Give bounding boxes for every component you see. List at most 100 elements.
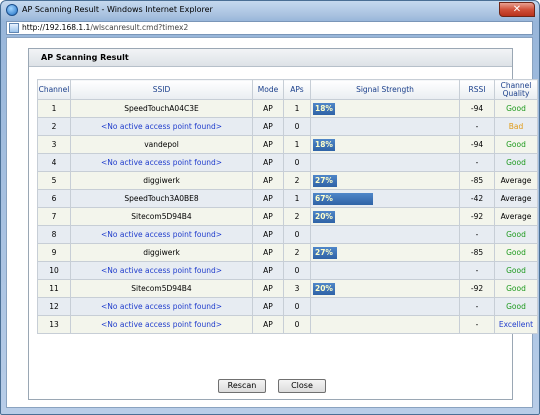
table-row: 12 <No active access point found> AP 0 - Good bbox=[37, 297, 538, 316]
window-title: AP Scanning Result - Windows Internet Ex… bbox=[22, 5, 213, 14]
cell-channel: 8 bbox=[37, 225, 71, 244]
cell-signal-strength bbox=[310, 261, 460, 280]
signal-bar: 18% bbox=[313, 138, 335, 151]
cell-ssid: diggiwerk bbox=[70, 243, 253, 262]
cell-aps: 2 bbox=[283, 207, 311, 226]
cell-mode: AP bbox=[252, 189, 284, 208]
table-row: 8 <No active access point found> AP 0 - Good bbox=[37, 225, 538, 244]
cell-channel-quality: Average bbox=[494, 171, 538, 190]
cell-channel-quality: Good bbox=[494, 135, 538, 154]
cell-ssid: <No active access point found> bbox=[70, 225, 253, 244]
cell-rssi: -92 bbox=[459, 279, 495, 298]
table-row: 7 Sitecom5D94B4 AP 2 20% -92 Average bbox=[37, 207, 538, 226]
cell-signal-strength: 20% bbox=[310, 207, 460, 226]
cell-mode: AP bbox=[252, 243, 284, 262]
cell-channel: 10 bbox=[37, 261, 71, 280]
header-aps: APs bbox=[283, 79, 311, 100]
close-button[interactable]: Close bbox=[278, 379, 326, 393]
cell-mode: AP bbox=[252, 207, 284, 226]
signal-bar: 20% bbox=[313, 210, 335, 223]
cell-aps: 0 bbox=[283, 297, 311, 316]
table-row: 4 <No active access point found> AP 0 - Good bbox=[37, 153, 538, 172]
cell-rssi: -42 bbox=[459, 189, 495, 208]
cell-channel-quality: Average bbox=[494, 189, 538, 208]
title-bar[interactable]: AP Scanning Result - Windows Internet Ex… bbox=[1, 1, 539, 20]
cell-signal-strength: 20% bbox=[310, 279, 460, 298]
cell-channel: 3 bbox=[37, 135, 71, 154]
cell-signal-strength bbox=[310, 117, 460, 136]
cell-signal-strength: 18% bbox=[310, 99, 460, 118]
signal-bar: 18% bbox=[313, 102, 335, 115]
cell-channel-quality: Good bbox=[494, 99, 538, 118]
address-bar[interactable]: http://192.168.1.1/wlscanresult.cmd?time… bbox=[6, 21, 533, 35]
cell-mode: AP bbox=[252, 297, 284, 316]
cell-aps: 1 bbox=[283, 135, 311, 154]
cell-mode: AP bbox=[252, 279, 284, 298]
cell-signal-strength: 18% bbox=[310, 135, 460, 154]
cell-channel: 12 bbox=[37, 297, 71, 316]
address-host: http://192.168.1.1 bbox=[22, 23, 91, 32]
cell-ssid: <No active access point found> bbox=[70, 117, 253, 136]
cell-channel-quality: Average bbox=[494, 207, 538, 226]
cell-ssid: SpeedTouchA04C3E bbox=[70, 99, 253, 118]
page-icon bbox=[9, 23, 19, 33]
cell-mode: AP bbox=[252, 171, 284, 190]
cell-signal-strength: 27% bbox=[310, 243, 460, 262]
cell-rssi: -92 bbox=[459, 207, 495, 226]
cell-channel: 9 bbox=[37, 243, 71, 262]
signal-bar: 67% bbox=[313, 192, 373, 205]
signal-bar: 27% bbox=[313, 174, 337, 187]
header-channel-quality: Channel Quality bbox=[494, 79, 538, 100]
cell-channel-quality: Good bbox=[494, 225, 538, 244]
cell-aps: 2 bbox=[283, 243, 311, 262]
cell-signal-strength bbox=[310, 297, 460, 316]
cell-mode: AP bbox=[252, 135, 284, 154]
cell-rssi: - bbox=[459, 261, 495, 280]
cell-channel: 7 bbox=[37, 207, 71, 226]
cell-aps: 1 bbox=[283, 189, 311, 208]
cell-ssid: <No active access point found> bbox=[70, 315, 253, 334]
address-url: http://192.168.1.1/wlscanresult.cmd?time… bbox=[22, 23, 188, 32]
cell-ssid: <No active access point found> bbox=[70, 261, 253, 280]
cell-rssi: -85 bbox=[459, 171, 495, 190]
cell-channel: 4 bbox=[37, 153, 71, 172]
cell-channel: 2 bbox=[37, 117, 71, 136]
cell-signal-strength bbox=[310, 315, 460, 334]
cell-channel-quality: Good bbox=[494, 279, 538, 298]
signal-bar: 20% bbox=[313, 282, 335, 295]
table-row: 3 vandepol AP 1 18% -94 Good bbox=[37, 135, 538, 154]
cell-aps: 0 bbox=[283, 315, 311, 334]
close-icon: ✕ bbox=[512, 4, 522, 15]
cell-aps: 0 bbox=[283, 261, 311, 280]
table-row: 10 <No active access point found> AP 0 - Good bbox=[37, 261, 538, 280]
cell-channel: 13 bbox=[37, 315, 71, 334]
table-row: 6 SpeedTouch3A0BE8 AP 1 67% -42 Average bbox=[37, 189, 538, 208]
cell-channel-quality: Excellent bbox=[494, 315, 538, 334]
cell-channel-quality: Good bbox=[494, 297, 538, 316]
table-row: 11 Sitecom5D94B4 AP 3 20% -92 Good bbox=[37, 279, 538, 298]
header-ssid: SSID bbox=[70, 79, 253, 100]
signal-bar: 27% bbox=[313, 246, 337, 259]
cell-ssid: Sitecom5D94B4 bbox=[70, 279, 253, 298]
cell-ssid: SpeedTouch3A0BE8 bbox=[70, 189, 253, 208]
cell-aps: 3 bbox=[283, 279, 311, 298]
cell-rssi: - bbox=[459, 315, 495, 334]
cell-mode: AP bbox=[252, 315, 284, 334]
panel-title: AP Scanning Result bbox=[41, 53, 129, 62]
cell-ssid: diggiwerk bbox=[70, 171, 253, 190]
table-header-row: Channel SSID Mode APs Signal Strength RS… bbox=[37, 79, 538, 100]
scan-result-table: Channel SSID Mode APs Signal Strength RS… bbox=[37, 79, 538, 334]
rescan-button[interactable]: Rescan bbox=[218, 379, 266, 393]
cell-channel: 6 bbox=[37, 189, 71, 208]
cell-signal-strength bbox=[310, 225, 460, 244]
cell-rssi: - bbox=[459, 153, 495, 172]
window-close-button[interactable]: ✕ bbox=[499, 2, 535, 17]
cell-ssid: vandepol bbox=[70, 135, 253, 154]
cell-aps: 0 bbox=[283, 117, 311, 136]
cell-mode: AP bbox=[252, 153, 284, 172]
cell-channel: 5 bbox=[37, 171, 71, 190]
table-row: 2 <No active access point found> AP 0 - Bad bbox=[37, 117, 538, 136]
page-content: AP Scanning Result Channel SSID Mode APs bbox=[6, 37, 538, 408]
header-rssi: RSSI bbox=[459, 79, 495, 100]
